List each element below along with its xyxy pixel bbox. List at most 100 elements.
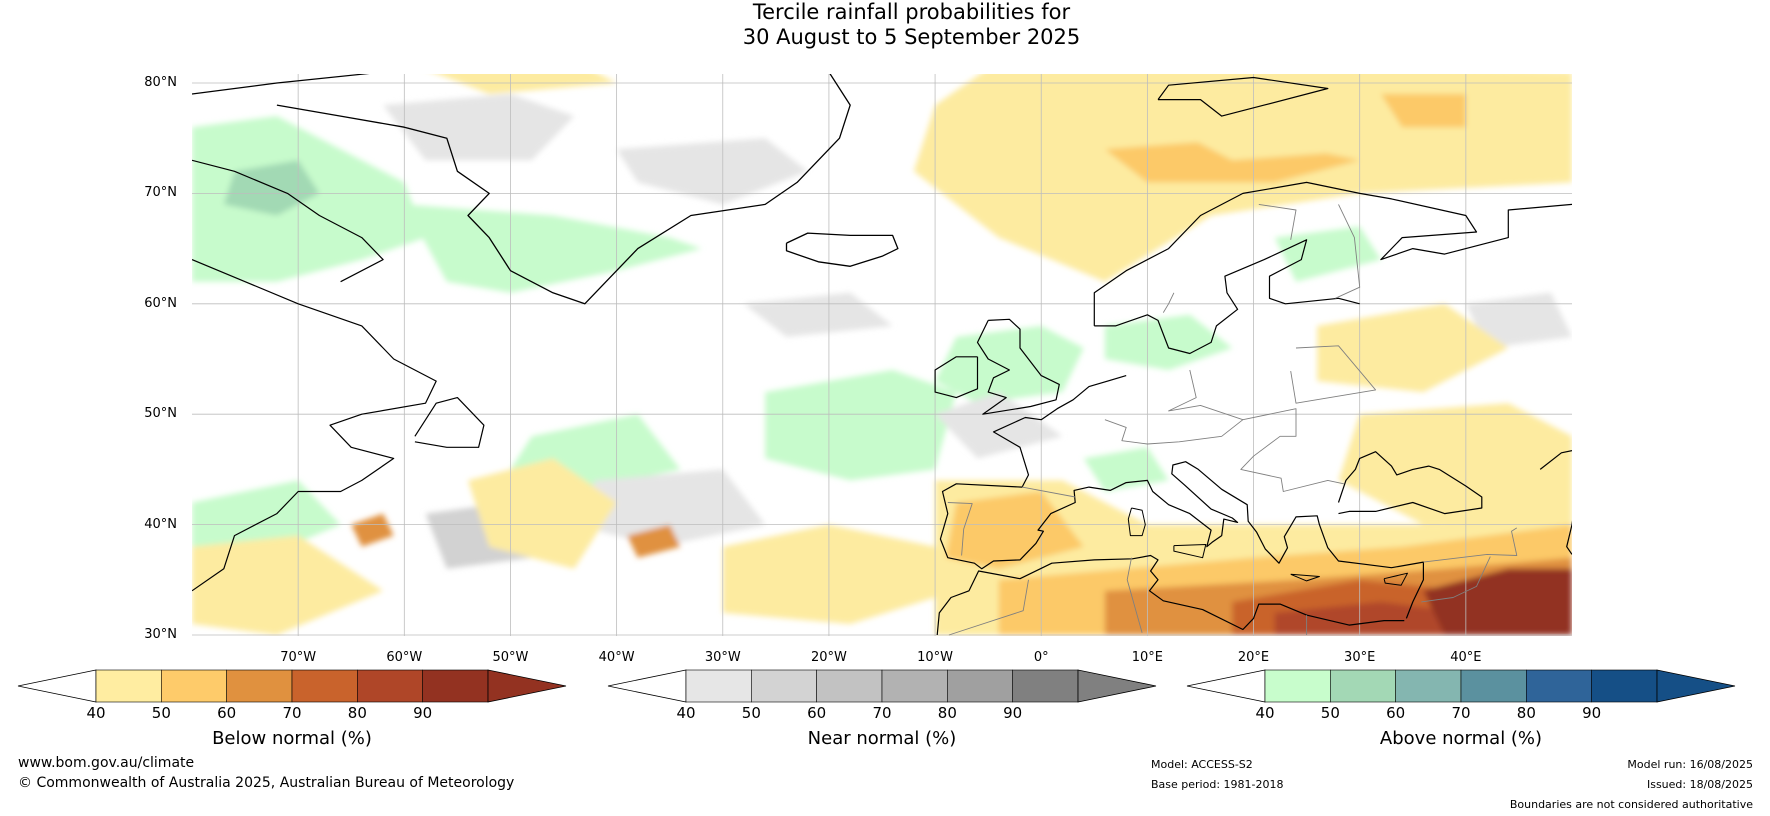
colorbar-tick-label: 70 — [1451, 704, 1471, 722]
map-plot-area — [192, 74, 1678, 636]
colorbar-title: Near normal (%) — [807, 728, 957, 749]
crete-coast — [1290, 573, 1320, 582]
ireland-coast — [934, 356, 979, 399]
colorbar-tick-label: 80 — [937, 704, 957, 722]
country-border — [1421, 556, 1491, 603]
longitude-label: 20°E — [1237, 650, 1270, 665]
below-patch — [351, 513, 394, 547]
below-patch — [192, 535, 384, 635]
country-border — [1126, 557, 1143, 633]
above-patch — [935, 325, 1084, 404]
graticule — [192, 74, 1572, 636]
footer-copyright: © Commonwealth of Australia 2025, Austra… — [18, 775, 515, 791]
country-border — [948, 579, 1029, 636]
colorbar-tick-label: 90 — [1582, 704, 1602, 722]
map-title: Tercile rainfall probabilities for 30 Au… — [0, 0, 1770, 50]
country-border — [1258, 203, 1297, 240]
footer-website: www.bom.gov.au/climate — [18, 755, 195, 771]
colorbar-tick-label: 60 — [217, 704, 237, 722]
colorbar-tick-label: 50 — [1320, 704, 1340, 722]
latitude-label: 50°N — [144, 406, 177, 422]
longitude-label: 0° — [1033, 650, 1049, 665]
baffin-coast — [192, 159, 384, 283]
novaya-coast — [1593, 122, 1678, 177]
footer-issued: Issued: 18/08/2025 — [1646, 778, 1753, 791]
longitude-label: 60°W — [386, 650, 423, 665]
colorbar-tick-label: 70 — [282, 704, 302, 722]
latitude-label: 80°N — [144, 75, 177, 90]
caspian-coast — [1539, 449, 1572, 555]
footer-base-period: Base period: 1981-2018 — [1151, 778, 1284, 791]
black-sea-coast — [1337, 451, 1483, 515]
sardinia-coast — [1127, 507, 1146, 537]
colorbar-tick-label: 40 — [676, 704, 696, 722]
latitude-label: 70°N — [144, 185, 177, 201]
iceland-coast — [785, 232, 899, 267]
country-border — [1022, 486, 1076, 498]
below-patch — [468, 458, 617, 569]
europe-south-coast — [939, 375, 1424, 619]
colorbar-tick-label: 80 — [347, 704, 367, 722]
latitude-label: 60°N — [144, 295, 177, 311]
longitude-label: 10°W — [917, 650, 954, 665]
africa-coast — [936, 554, 1405, 636]
sicily-coast — [1173, 544, 1207, 559]
colorbar-tick-label: 50 — [741, 704, 761, 722]
below-patch — [1338, 403, 1572, 525]
below-patch — [627, 524, 681, 558]
country-border — [1423, 527, 1518, 563]
longitude-label: 70°W — [280, 650, 317, 665]
country-border — [1104, 408, 1344, 492]
baltic-coast — [1094, 239, 1360, 355]
title-line-1: Tercile rainfall probabilities for — [752, 0, 1071, 24]
below-patch — [1423, 568, 1572, 635]
scandinavia-coast — [1093, 181, 1572, 326]
longitude-label: 50°W — [492, 650, 529, 665]
cyprus-coast — [1383, 572, 1408, 586]
longitude-label: 20°W — [810, 650, 847, 665]
country-border — [1290, 345, 1377, 404]
colorbar-title: Above normal (%) — [1379, 728, 1543, 749]
longitude-label: 10°E — [1131, 650, 1163, 665]
title-line-2: 30 August to 5 September 2025 — [742, 25, 1081, 49]
country-border — [1335, 204, 1361, 299]
below-patch — [1380, 94, 1466, 128]
colorbar-tick-label: 90 — [413, 704, 433, 722]
colorbar-tick-label: 80 — [1516, 704, 1536, 722]
coastlines — [192, 74, 1678, 636]
longitude-label: 30°W — [704, 650, 741, 665]
country-border — [947, 502, 973, 556]
near-patch — [616, 138, 808, 205]
footer-disclaimer: Boundaries are not considered authoritat… — [1509, 798, 1753, 811]
newfoundland-coast — [414, 397, 485, 448]
svalbard-coast — [1157, 76, 1329, 117]
ellesmere-coast — [192, 74, 370, 95]
colorbar-tick-label: 50 — [151, 704, 171, 722]
colorbar-tick-label: 40 — [86, 704, 106, 722]
great-britain-coast — [976, 318, 1060, 415]
near-patch — [1465, 292, 1572, 348]
below-patch — [945, 491, 1084, 569]
near-patch — [383, 94, 575, 161]
country-border — [1162, 292, 1175, 313]
footer-model-run: Model run: 16/08/2025 — [1627, 758, 1753, 771]
latitude-label: 30°N — [144, 627, 177, 642]
longitude-label: 40°W — [598, 650, 635, 665]
above-patch — [223, 160, 320, 216]
below-patch — [722, 524, 957, 624]
near-patch — [935, 392, 1063, 459]
footer-model: Model: ACCESS-S2 — [1151, 758, 1253, 771]
longitude-label: 30°E — [1344, 650, 1376, 665]
colorbar-tick-label: 90 — [1003, 704, 1023, 722]
greenland-coast — [276, 74, 851, 305]
near-patch — [574, 469, 766, 547]
colorbar-tick-label: 60 — [807, 704, 827, 722]
colorbar-tick-label: 40 — [1255, 704, 1275, 722]
above-patch — [765, 370, 957, 481]
latitude-label: 40°N — [144, 516, 177, 532]
longitude-label: 40°E — [1450, 650, 1482, 665]
above-patch — [1104, 314, 1233, 370]
below-patch — [1168, 116, 1381, 161]
below-patch — [1317, 303, 1509, 393]
